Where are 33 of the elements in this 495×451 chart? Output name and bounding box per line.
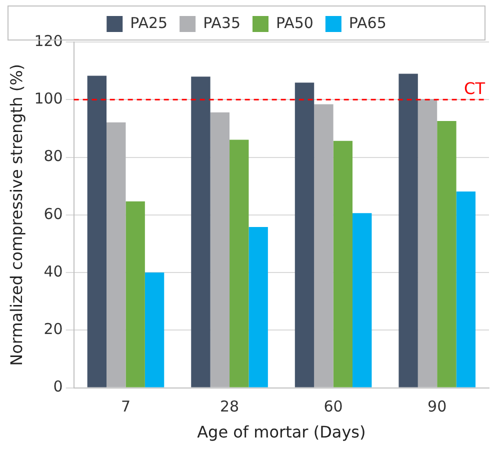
legend-label: PA25: [130, 14, 168, 32]
ref-line-label: CT: [464, 78, 486, 98]
bar: [248, 227, 268, 388]
bar: [106, 122, 126, 388]
x-tick-label: 90: [428, 398, 447, 416]
bar: [230, 140, 249, 388]
y-tick-label: 0: [53, 378, 63, 396]
bar: [314, 104, 334, 388]
bar: [210, 112, 230, 388]
legend-label: PA50: [276, 14, 314, 32]
bar: [144, 272, 164, 388]
y-tick-label: 60: [44, 204, 63, 223]
x-tick-label: 7: [120, 398, 130, 416]
bar: [87, 76, 107, 388]
bar: [398, 74, 418, 388]
bar: [191, 76, 210, 388]
x-tick-label: 28: [220, 398, 240, 416]
bar: [456, 192, 476, 388]
y-axis-title: Normalized compressive strength (%): [6, 64, 26, 366]
y-tick-label: 80: [44, 147, 63, 166]
y-tick-label: 20: [44, 320, 63, 338]
bar: [352, 213, 372, 388]
y-tick-label: 100: [34, 90, 63, 108]
bar: [294, 82, 314, 388]
bar: [418, 99, 438, 388]
y-tick-label: 40: [44, 262, 63, 280]
legend-label: PA35: [203, 14, 241, 32]
x-axis-title: Age of mortar (Days): [197, 422, 366, 442]
legend-label: PA65: [348, 14, 386, 32]
bar: [333, 140, 353, 388]
x-tick-label: 60: [324, 398, 343, 416]
bar: [126, 201, 145, 388]
bar: [437, 120, 456, 388]
